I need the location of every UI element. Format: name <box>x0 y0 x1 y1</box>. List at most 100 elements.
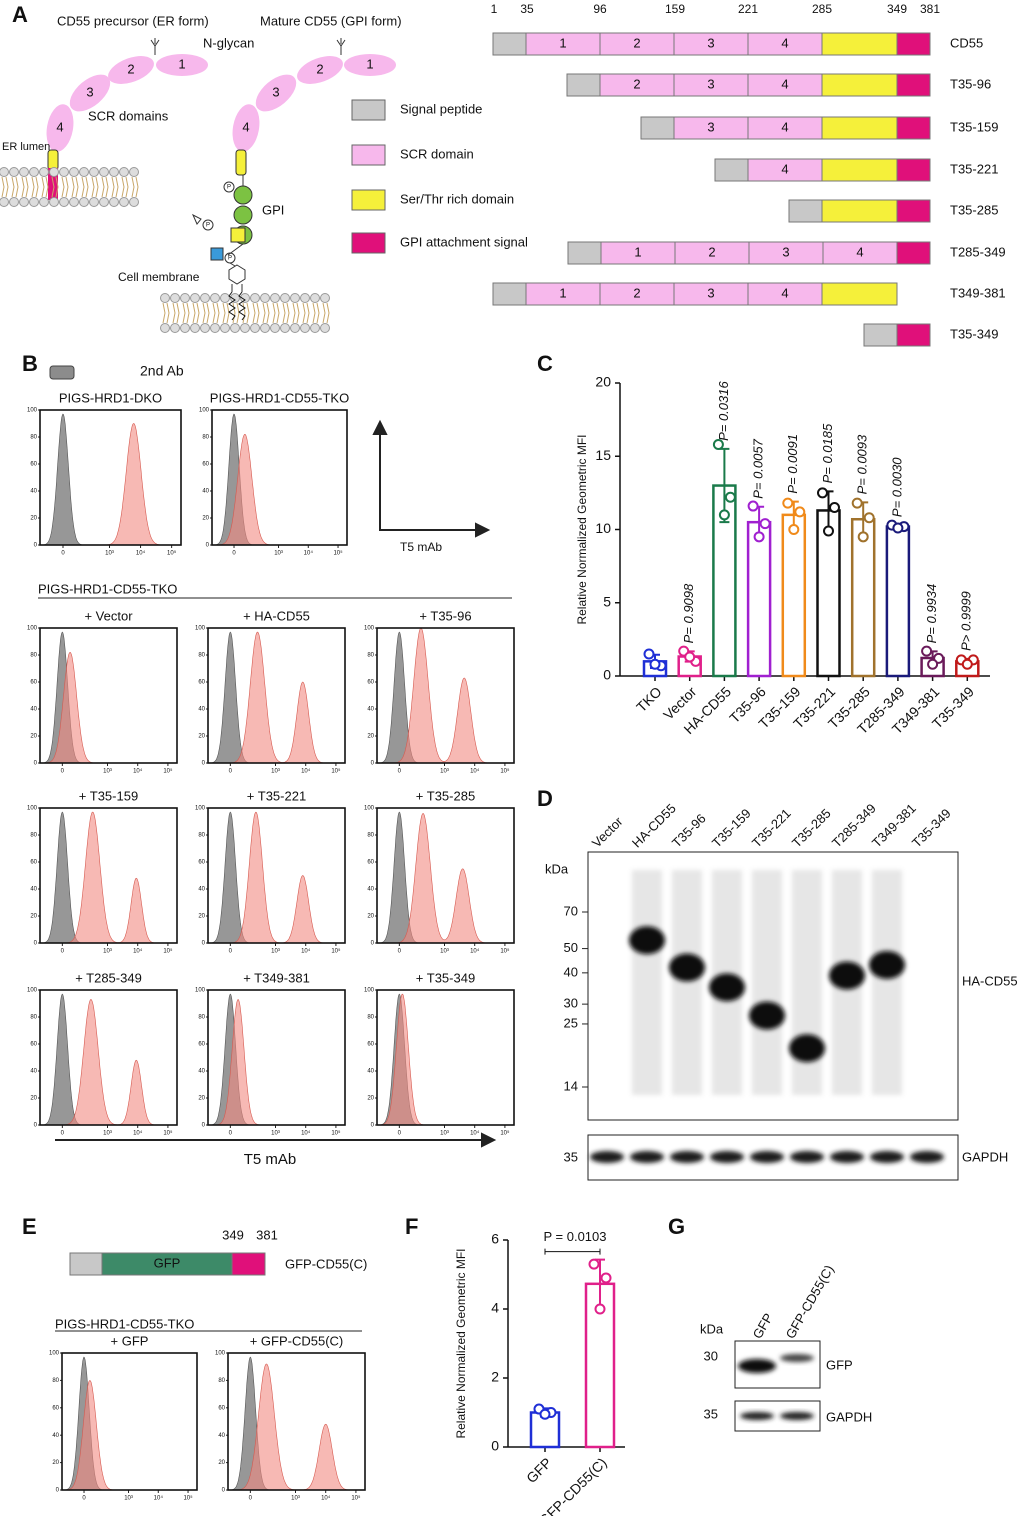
y-tick-label: 0 <box>202 941 206 947</box>
smear <box>872 870 902 1095</box>
legend-swatch <box>351 232 386 254</box>
y-tick-label: 40 <box>198 1069 205 1075</box>
lipid-tail <box>312 302 320 324</box>
plot-title: + T35-159 <box>79 788 138 803</box>
lipid-tail <box>11 176 19 198</box>
lipid-tail <box>21 176 29 198</box>
y-tick-label: 40 <box>218 1433 225 1439</box>
band <box>709 973 745 1002</box>
y-tick-label: 0 <box>603 667 611 683</box>
y-tick-label: 100 <box>215 1351 226 1357</box>
x-tick-label: GFP <box>523 1454 555 1486</box>
x-tick-label: 10⁴ <box>304 550 314 557</box>
data-point <box>588 1258 600 1270</box>
x-tick-label: 10³ <box>124 1496 133 1502</box>
lipid-tail <box>292 302 300 324</box>
x-tick-label: 0 <box>61 769 65 775</box>
x-tick-label: 10⁵ <box>500 948 510 955</box>
segment-label: 4 <box>856 244 863 259</box>
lipid-tail <box>192 302 200 324</box>
band <box>780 1412 814 1420</box>
y-tick-label: 80 <box>198 833 205 839</box>
y-tick-label: 40 <box>367 1069 374 1075</box>
y-tick-label: 100 <box>364 626 375 632</box>
lipid-tail <box>1 176 9 198</box>
lipid-tail <box>212 302 220 324</box>
y-tick-label: 60 <box>367 860 374 866</box>
data-point <box>600 1272 612 1284</box>
lipid-head <box>49 197 59 207</box>
construct-segment <box>896 116 931 140</box>
construct-segment <box>69 1252 103 1276</box>
x-tick-label: 10⁵ <box>351 1495 361 1502</box>
y-tick-label: 60 <box>218 1405 225 1411</box>
p-value: P= 0.9098 <box>681 583 696 643</box>
legend-swatch <box>49 365 75 380</box>
y-tick-label: 80 <box>367 1015 374 1021</box>
construct-segment <box>896 32 931 56</box>
bar <box>850 517 876 678</box>
x-tick-label: 10⁴ <box>470 768 480 775</box>
marker-label: 14 <box>564 1078 578 1093</box>
scr-domain <box>46 104 74 152</box>
y-tick-label: 80 <box>198 653 205 659</box>
segment-label: 4 <box>781 76 788 91</box>
x-tick-label: 0 <box>61 1131 65 1137</box>
bar <box>885 525 911 678</box>
scr-domain <box>108 56 154 84</box>
x-tick-label: 10⁴ <box>301 768 311 775</box>
lipid-head <box>119 197 129 207</box>
lipid-head <box>9 197 19 207</box>
position-label: 349 <box>222 1227 244 1242</box>
lipid-head <box>170 293 180 303</box>
lipid-head <box>89 167 99 177</box>
band <box>670 1151 704 1163</box>
lipid-tail <box>41 176 49 198</box>
blot-label: GAPDH <box>826 1409 872 1424</box>
y-tick-label: 60 <box>30 1042 37 1048</box>
lipid-head <box>89 197 99 207</box>
smear <box>752 870 782 1095</box>
panel-letter: D <box>537 786 553 811</box>
st-domain <box>47 149 59 171</box>
lipid-head <box>230 323 240 333</box>
marker-label: 35 <box>564 1149 578 1164</box>
control-histogram <box>208 811 345 944</box>
x-tick-label: 10⁴ <box>136 550 146 557</box>
x-tick-label: 10³ <box>271 769 280 775</box>
segment-label: 3 <box>707 76 714 91</box>
lipid-head <box>69 167 79 177</box>
lipid-head <box>310 323 320 333</box>
position-label: 96 <box>593 2 607 16</box>
scr-domain <box>297 56 343 84</box>
y-tick-label: 40 <box>30 887 37 893</box>
plot-frame <box>376 807 515 944</box>
y-tick-label: 40 <box>198 887 205 893</box>
lipid-head <box>160 323 170 333</box>
band <box>910 1151 944 1163</box>
construct-name: T349-381 <box>950 285 1006 300</box>
construct-segment <box>896 73 931 97</box>
lipid-head <box>39 197 49 207</box>
segment-label: 2 <box>633 285 640 300</box>
construct-name: T35-285 <box>950 202 998 217</box>
position-label: 381 <box>256 1227 278 1242</box>
y-tick-label: 0 <box>371 761 375 767</box>
y-tick-label: 20 <box>30 734 37 740</box>
construct-segment <box>896 241 931 265</box>
x-tick-label: 10⁵ <box>500 1130 510 1137</box>
segment-label: GFP <box>154 1255 181 1270</box>
legend-label: Ser/Thr rich domain <box>400 191 514 206</box>
x-tick-label: 10⁴ <box>301 948 311 955</box>
data-point <box>817 487 828 499</box>
scr-domain <box>156 54 208 76</box>
data-point <box>863 512 875 524</box>
lipid-tail <box>111 176 119 198</box>
data-point <box>684 651 696 663</box>
control-histogram <box>228 1356 365 1491</box>
construct-segment <box>821 73 898 97</box>
construct-segment <box>714 158 749 182</box>
p-value: P= 0.0057 <box>751 438 766 498</box>
scr-number: 1 <box>366 56 373 71</box>
position-label: 349 <box>887 2 907 16</box>
